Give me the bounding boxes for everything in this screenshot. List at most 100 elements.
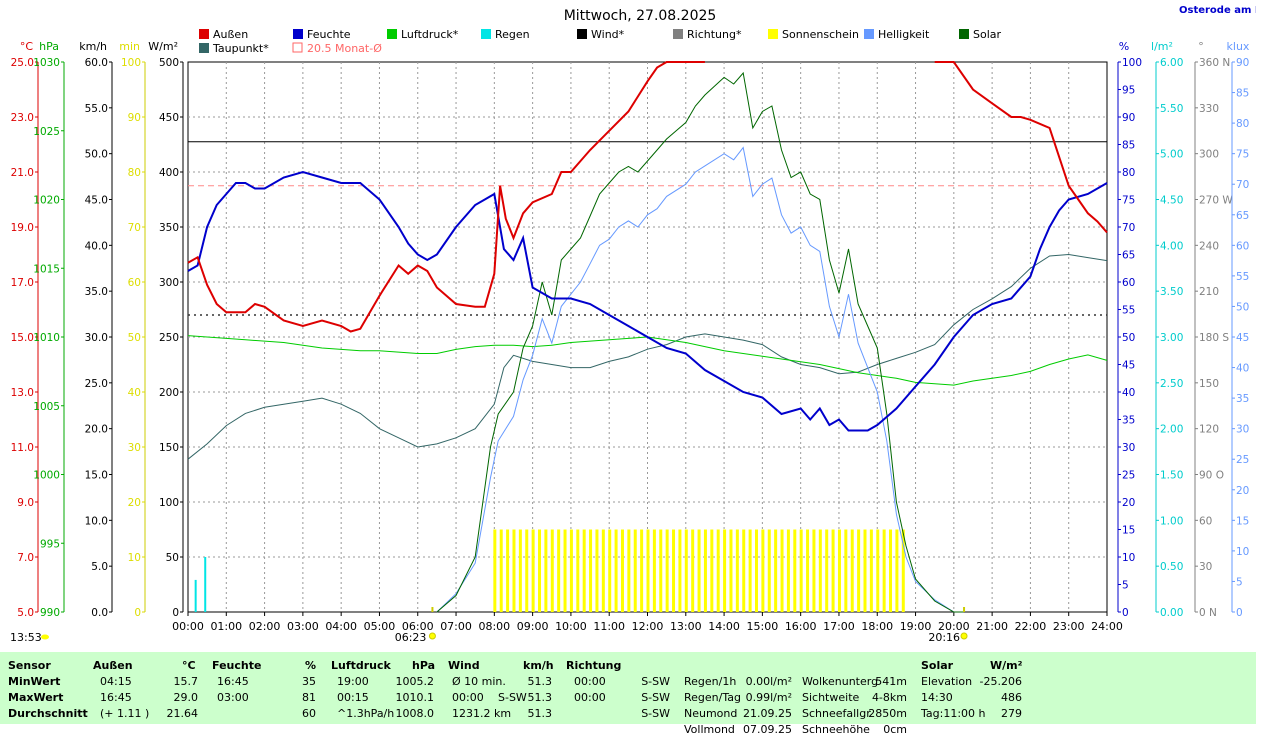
right-tick-label: 60 [1122, 277, 1135, 289]
right-tick-label: 60 [1236, 240, 1249, 252]
stat-aussen_t: 04:15 [100, 675, 132, 688]
x-tick-label: 23:00 [1053, 620, 1085, 633]
left-tick-label: 13.0 [11, 387, 34, 399]
left-tick-label: 17.0 [11, 277, 34, 289]
sunshine-bar [544, 529, 548, 612]
sunshine-bar [844, 529, 848, 612]
right-tick-label: 85 [1122, 140, 1135, 152]
left-tick-label: 100 [121, 57, 141, 69]
stat-richt_v: S-SW [641, 675, 670, 688]
legend-swatch [768, 29, 778, 39]
x-tick-label: 03:00 [287, 620, 319, 633]
x-tick-label: 11:00 [593, 620, 625, 633]
sunshine-bar [557, 529, 561, 612]
sunshine-bar [538, 529, 542, 612]
right-axis-unit: ° [1198, 40, 1204, 53]
legend-swatch [199, 43, 209, 53]
x-tick-label: 08:00 [478, 620, 510, 633]
stat-feuchte_v: 81 [302, 691, 316, 704]
solar-line [436, 71, 964, 613]
humidity-line [187, 170, 1108, 432]
right-tick-label: 0 [1122, 607, 1129, 619]
right-tick-label: 5 [1236, 576, 1243, 588]
stat-richt_v: S-SW [641, 691, 670, 704]
right-tick-label: 80 [1122, 167, 1135, 179]
sunshine-bar [678, 529, 682, 612]
left-tick-label: 200 [159, 387, 179, 399]
sunshine-bar [697, 529, 701, 612]
hdr-druck: Luftdruck [331, 659, 391, 672]
sunshine-bar [735, 529, 739, 612]
right-tick-label: 70 [1122, 222, 1135, 234]
right-tick-label: 10 [1122, 552, 1135, 564]
right-tick-label: 210 [1199, 286, 1219, 298]
legend-label: 20.5 Monat-Ø [307, 42, 382, 55]
stat-wind_t: 00:00 [452, 691, 484, 704]
now-time: 13:53 [10, 631, 42, 644]
stat-richt_t: 00:00 [574, 675, 606, 688]
right-tick-label: 10 [1236, 546, 1249, 558]
stat-feuchte_t: 03:00 [217, 691, 249, 704]
right-tick-label: 65 [1122, 250, 1135, 262]
right-tick-label: 3.00 [1160, 332, 1183, 344]
legend-label: Wind* [591, 28, 625, 41]
location-label: Osterode am Ha [1178, 5, 1270, 16]
stat-label: MinWert [8, 675, 61, 688]
left-tick-label: 15.0 [11, 332, 34, 344]
sunshine-bar [703, 529, 707, 612]
stat-druck_t: 19:00 [337, 675, 369, 688]
stat-regen_l: Vollmond [684, 723, 735, 736]
sunshine-bar [563, 529, 567, 612]
left-tick-label: 30 [128, 442, 141, 454]
left-tick-label: 5.0 [17, 607, 34, 619]
stat-wolk_v: 4-8km [871, 691, 907, 704]
legend-swatch [673, 29, 683, 39]
left-tick-label: 60.0 [85, 57, 108, 69]
sunshine-bar [876, 529, 880, 612]
left-tick-label: 19.0 [11, 222, 34, 234]
stat-wolk_l: Sichtweite [802, 691, 860, 704]
left-tick-label: 45.0 [85, 195, 108, 207]
left-tick-label: 1010 [33, 332, 60, 344]
right-tick-label: 15 [1236, 515, 1249, 527]
right-tick-label: 60 [1199, 515, 1212, 527]
left-tick-label: 7.0 [17, 552, 34, 564]
x-tick-label: 12:00 [632, 620, 664, 633]
left-axis-unit: min [119, 40, 140, 53]
stat-regen_v: 0.99l/m² [745, 691, 792, 704]
hdr-aussen-unit: °C [182, 659, 196, 672]
x-tick-label: 02:00 [249, 620, 281, 633]
left-tick-label: 40 [128, 387, 141, 399]
x-tick-label: 19:00 [900, 620, 932, 633]
right-axis-unit: l/m² [1151, 40, 1173, 53]
legend-label: Sonnenschein [782, 28, 859, 41]
sunshine-bar [857, 529, 861, 612]
x-tick-label: 05:00 [364, 620, 396, 633]
right-tick-label: 50 [1236, 301, 1249, 313]
right-tick-label: 330 [1199, 103, 1219, 115]
right-tick-label: 75 [1236, 149, 1249, 161]
sunshine-bar [518, 529, 522, 612]
right-tick-label: 55 [1122, 305, 1135, 317]
sunshine-bar [633, 529, 637, 612]
x-tick-label: 01:00 [210, 620, 242, 633]
left-axis-unit: °C [20, 40, 34, 53]
legend-label: Feuchte [307, 28, 351, 41]
right-tick-label: 30 [1236, 424, 1249, 436]
left-tick-label: 300 [159, 277, 179, 289]
sunset-label: 20:16 [928, 631, 960, 644]
sunshine-bar [850, 529, 854, 612]
left-tick-label: 10.0 [85, 515, 108, 527]
left-tick-label: 21.0 [11, 167, 34, 179]
sunshine-bar [652, 529, 656, 612]
stat-sol_v: 486 [1001, 691, 1022, 704]
right-tick-label: 25 [1236, 454, 1249, 466]
right-edge [1256, 0, 1274, 724]
stat-wolk_v: 0cm [883, 723, 907, 736]
right-tick-label: 45 [1122, 360, 1135, 372]
sunshine-bar [627, 529, 631, 612]
left-tick-label: 70 [128, 222, 141, 234]
x-tick-label: 13:00 [670, 620, 702, 633]
left-tick-label: 50 [128, 332, 141, 344]
right-tick-label: 85 [1236, 88, 1249, 100]
